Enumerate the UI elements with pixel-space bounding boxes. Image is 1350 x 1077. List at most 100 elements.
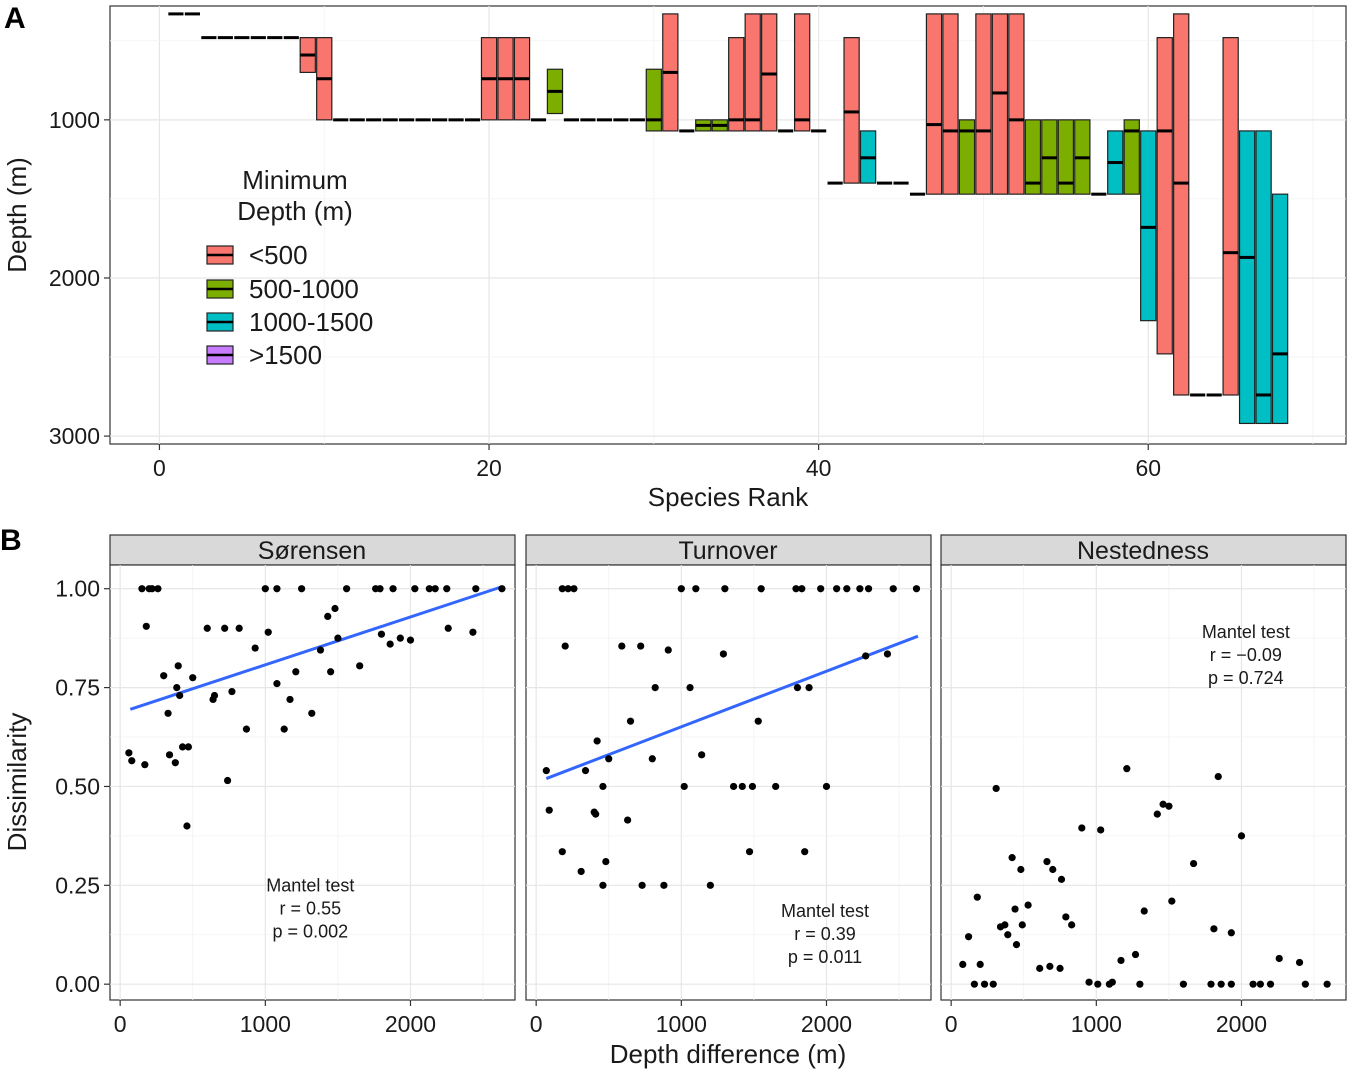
data-point <box>176 691 184 700</box>
data-point <box>1036 964 1044 972</box>
data-point <box>1078 824 1086 832</box>
data-point <box>1046 962 1054 970</box>
panel-a: 0 20 40 60 1000 2000 3000 A Species Rank Depth… <box>2 2 1347 512</box>
facet-plot-area-nestedness <box>940 564 1347 1001</box>
data-point <box>1295 958 1304 967</box>
data-point <box>280 725 288 733</box>
mantel-title-turnover: Mantel test <box>781 901 869 921</box>
data-point <box>989 980 997 988</box>
data-point <box>1008 854 1016 862</box>
data-point <box>386 640 394 648</box>
data-point <box>1056 964 1064 972</box>
data-point <box>1301 980 1309 988</box>
data-point <box>638 881 646 889</box>
data-point <box>469 628 477 636</box>
data-point <box>798 585 806 593</box>
data-point <box>618 642 626 650</box>
legend-label-1000-1500: 1000-1500 <box>249 307 373 337</box>
data-point <box>1210 925 1218 933</box>
data-point <box>680 782 688 791</box>
data-point <box>1004 931 1012 939</box>
mantel-p-turnover: p = 0.011 <box>788 947 862 967</box>
data-point <box>745 848 754 856</box>
species-depth-bar <box>991 13 1009 195</box>
species-depth-bar <box>744 13 761 132</box>
legend-entry-1000-1500: 1000-1500 <box>206 307 373 337</box>
panel-b-y-tick-label: 0.50 <box>55 773 100 799</box>
data-point <box>801 848 809 856</box>
legend-title-line1: Minimum <box>242 165 347 195</box>
mantel-p-nestedness: p = 0.724 <box>1208 668 1284 688</box>
data-point <box>411 585 419 593</box>
species-depth-bar <box>1222 37 1239 396</box>
data-point <box>210 691 219 700</box>
data-point <box>1131 950 1140 959</box>
data-point <box>298 585 306 593</box>
data-point <box>1168 897 1176 905</box>
data-point <box>292 668 300 676</box>
mantel-title-sorensen: Mantel test <box>266 875 354 895</box>
facet-x-tick-label: 2000 <box>385 1011 436 1037</box>
facet-strip-turnover <box>525 534 932 566</box>
facet-x-tick-label: 0 <box>114 1011 127 1037</box>
data-point <box>1237 832 1246 840</box>
data-point <box>692 585 700 593</box>
data-point <box>792 585 800 593</box>
data-point <box>1043 857 1051 866</box>
data-point <box>251 644 259 652</box>
data-point <box>660 881 668 889</box>
data-point <box>592 810 600 818</box>
data-point <box>316 646 325 654</box>
data-point <box>1217 980 1225 988</box>
data-point <box>561 642 569 650</box>
data-point <box>1049 865 1057 874</box>
species-depth-bar <box>925 13 943 195</box>
data-point <box>558 848 566 856</box>
data-point <box>719 650 728 658</box>
data-point <box>264 628 272 636</box>
data-point <box>1214 772 1222 781</box>
data-point <box>605 755 613 763</box>
mantel-annotation-sorensen: Mantel test r = 0.55 p = 0.002 <box>266 875 354 941</box>
data-point <box>389 585 397 593</box>
data-point <box>1207 980 1215 988</box>
facet-marks-nestedness: 0 1000 2000 <box>945 765 1331 1037</box>
data-point <box>976 960 984 969</box>
data-point <box>1068 921 1076 929</box>
data-point <box>142 622 150 630</box>
mantel-title-nestedness: Mantel test <box>1202 622 1290 642</box>
data-point <box>772 782 780 791</box>
data-point <box>817 585 825 593</box>
panel-a-y-tick-label: 2000 <box>49 265 100 291</box>
data-point <box>164 709 172 717</box>
data-point <box>331 604 339 613</box>
facet-strip-nestedness <box>940 534 1347 566</box>
data-point <box>1123 765 1131 773</box>
data-point <box>1094 980 1102 988</box>
data-point <box>377 630 386 638</box>
mantel-annotation-nestedness: Mantel test r = −0.09 p = 0.724 <box>1202 622 1290 688</box>
data-point <box>542 767 550 775</box>
data-point <box>174 662 182 670</box>
panel-a-y-tick-label: 3000 <box>49 423 100 449</box>
facet-x-tick-label: 2000 <box>1216 1011 1267 1037</box>
data-point <box>677 585 685 593</box>
data-point <box>1062 913 1070 921</box>
data-point <box>721 585 729 593</box>
data-point <box>964 933 973 941</box>
panel-b-y-tick-label: 1.00 <box>55 576 100 602</box>
data-point <box>558 585 566 593</box>
mantel-r-turnover: r = 0.39 <box>794 924 856 944</box>
data-point <box>1256 980 1264 988</box>
species-depth-bar <box>1057 119 1075 195</box>
data-point <box>862 652 870 660</box>
facet-x-tick-label: 2000 <box>801 1011 852 1037</box>
species-depth-bar <box>975 13 992 195</box>
species-depth-bar <box>645 68 663 132</box>
data-point <box>273 680 281 688</box>
species-depth-bar <box>1140 130 1157 322</box>
panel-b-y-tick-label: 0.75 <box>55 675 100 701</box>
species-depth-bar <box>1156 37 1173 355</box>
mantel-r-sorensen: r = 0.55 <box>280 898 342 918</box>
data-point <box>889 585 897 593</box>
